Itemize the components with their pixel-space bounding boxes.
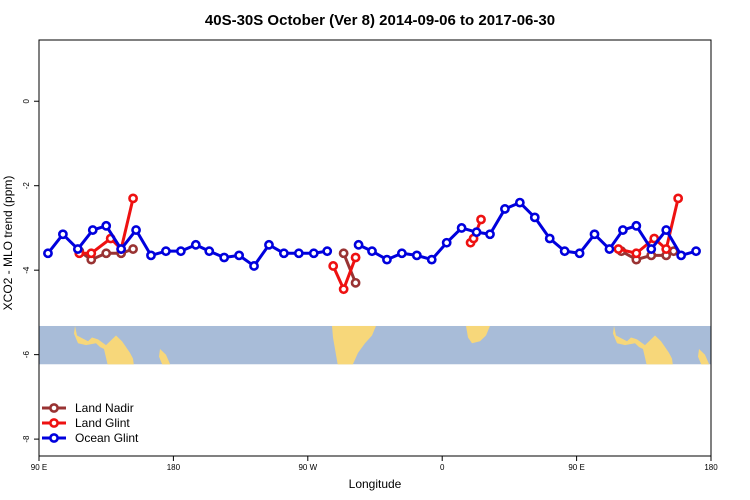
legend-item-ocean-glint: Ocean Glint <box>42 431 139 445</box>
ocean-glint-point <box>411 250 422 261</box>
land-glint-point <box>86 248 97 259</box>
ocean-glint-point <box>353 239 364 250</box>
ocean-glint-point <box>382 254 392 265</box>
ocean-glint-point <box>279 248 289 259</box>
land-glint-point <box>338 284 349 295</box>
ocean-glint-point <box>264 239 274 250</box>
legend-swatch-marker <box>49 418 59 428</box>
ocean-glint-point <box>131 225 141 235</box>
land-nadir-point <box>128 244 138 254</box>
ocean-glint-point <box>43 248 53 259</box>
y-tick-label: -2 <box>22 182 31 190</box>
ocean-glint-point <box>485 229 495 240</box>
land-australia <box>74 325 134 365</box>
land-glint-point <box>631 248 642 259</box>
ocean-glint-point <box>456 223 467 233</box>
series-layer <box>43 193 701 295</box>
ocean-glint-point <box>676 250 687 261</box>
x-tick-label: 90 E <box>31 463 47 472</box>
ocean-glint-point <box>204 246 215 257</box>
ocean-glint-point <box>219 252 230 263</box>
ocean-glint-point <box>367 246 377 257</box>
ocean-glint-point <box>308 248 319 259</box>
legend-label: Land Nadir <box>75 401 134 415</box>
ocean-glint-point <box>574 248 585 259</box>
land-glint-point <box>613 244 624 254</box>
land-glint-point <box>476 214 486 225</box>
ocean-glint-point <box>604 244 615 254</box>
ocean-glint-point <box>116 244 127 254</box>
ocean-glint-point <box>646 244 657 254</box>
x-tick-label: 180 <box>167 463 181 472</box>
land-glint-point <box>128 193 138 204</box>
ocean-glint-point <box>544 233 555 244</box>
land-nadir-point <box>101 248 112 259</box>
ocean-glint-point <box>72 244 83 254</box>
x-tick-label: 0 <box>440 463 445 472</box>
ocean-glint-point <box>234 250 245 261</box>
y-tick-label: -4 <box>22 266 31 274</box>
ocean-glint-point <box>617 225 628 235</box>
land-glint-point <box>328 261 339 271</box>
x-axis: 90 E 180 90 W 0 90 E 180 <box>31 456 718 472</box>
ocean-glint-point <box>87 225 98 235</box>
x-tick-label: 180 <box>704 463 718 472</box>
ocean-glint-point <box>161 246 171 257</box>
ocean-glint-point <box>190 239 201 250</box>
land-africa <box>466 325 490 344</box>
ocean-glint-point <box>426 254 437 265</box>
ocean-glint-point <box>146 250 156 261</box>
y-tick-label: -8 <box>22 435 31 443</box>
y-tick-label: -6 <box>22 351 31 359</box>
ocean-glint-point <box>175 246 186 257</box>
land-glint-point <box>673 193 684 204</box>
ocean-glint-point <box>441 237 452 248</box>
series-ocean-glint <box>43 197 701 271</box>
y-axis-label: XCO2 - MLO trend (ppm) <box>1 176 15 311</box>
ocean-glint-point <box>559 246 570 257</box>
plot-frame <box>38 39 712 457</box>
land-new-zealand-repeat <box>698 348 710 365</box>
ocean-glint-point <box>249 261 259 271</box>
ocean-glint-line <box>357 201 697 262</box>
ocean-glint-point <box>322 246 333 257</box>
x-axis-label: Longitude <box>349 477 402 491</box>
ocean-glint-point <box>293 248 304 259</box>
ocean-glint-point <box>471 227 482 238</box>
map-band <box>39 325 711 365</box>
ocean-glint-point <box>631 220 642 231</box>
ocean-glint-point <box>500 204 510 214</box>
x-tick-label: 90 E <box>568 463 584 472</box>
land-new-zealand <box>159 348 171 365</box>
ocean-glint-point <box>57 229 68 240</box>
y-tick-label: 0 <box>22 98 31 103</box>
ocean-glint-point <box>529 212 540 223</box>
ocean-glint-point <box>589 229 600 240</box>
legend-item-land-glint: Land Glint <box>42 416 130 430</box>
legend-label: Land Glint <box>75 416 130 430</box>
land-nadir-point <box>350 277 361 288</box>
chart-title: 40S-30S October (Ver 8) 2014-09-06 to 20… <box>205 12 555 29</box>
legend-swatch-marker <box>49 403 59 413</box>
land-glint-point <box>350 252 361 263</box>
land-south-america <box>332 325 376 365</box>
legend-item-land-nadir: Land Nadir <box>42 401 134 415</box>
land-glint-point <box>661 244 672 254</box>
land-australia-repeat <box>613 325 673 365</box>
ocean-glint-point <box>691 246 701 257</box>
ocean-strip <box>39 325 711 365</box>
ocean-glint-point <box>101 220 112 231</box>
ocean-glint-point <box>396 248 407 259</box>
ocean-glint-point <box>514 197 525 208</box>
legend-swatch-marker <box>49 433 59 443</box>
ocean-glint-point <box>661 225 672 235</box>
land-nadir-line <box>342 252 357 284</box>
y-axis: 0 -2 -4 -6 -8 <box>22 98 39 443</box>
land-nadir-point <box>338 248 349 259</box>
x-tick-label: 90 W <box>298 463 317 472</box>
legend-label: Ocean Glint <box>75 431 139 445</box>
series-land-glint <box>74 193 684 295</box>
